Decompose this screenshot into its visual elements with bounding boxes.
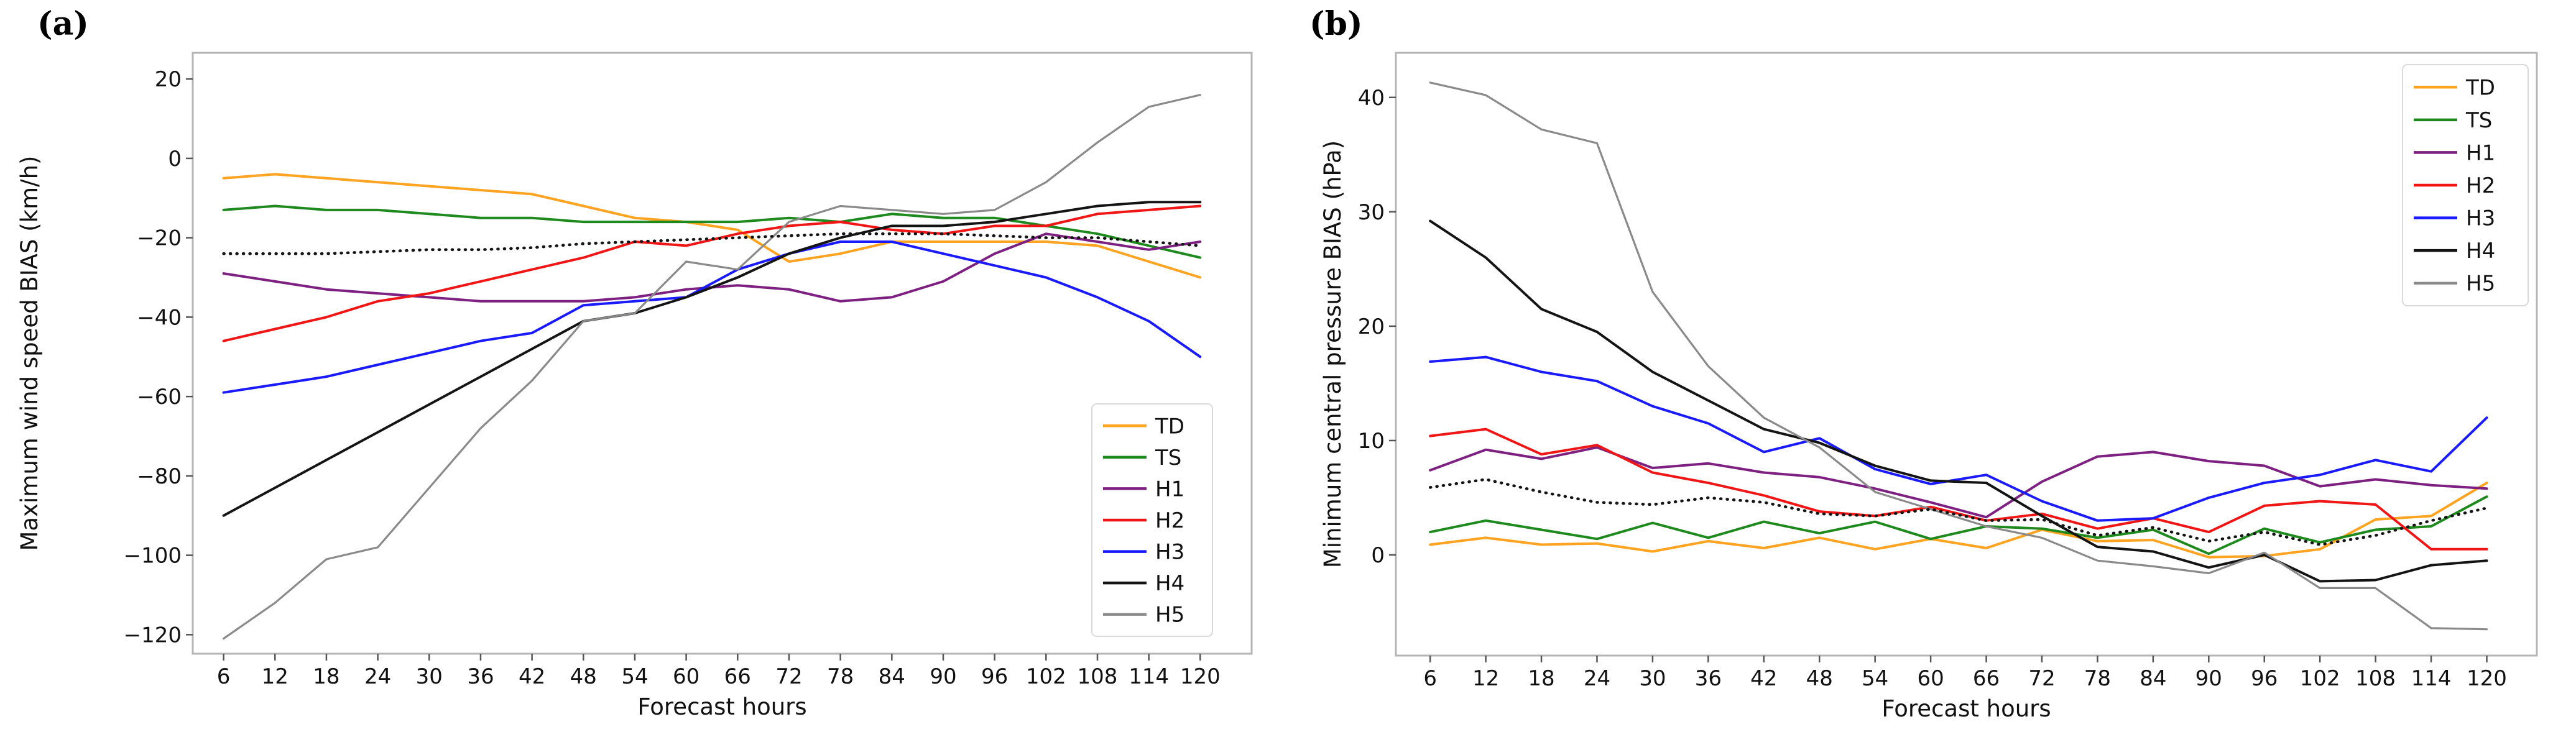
y-axis-label: Minimum central pressure BIAS (hPa) [1319,140,1346,568]
panel-b-label: (b) [1309,5,1363,43]
legend-label-H3: H3 [2466,206,2495,231]
series-line-H4 [1429,219,2488,583]
x-tick-label: 114 [1129,664,1169,689]
y-tick-label: 30 [1358,200,1385,225]
y-tick-label: 0 [168,147,182,172]
panel-a-label: (a) [37,5,89,43]
legend-label-TS: TS [1155,446,1181,470]
x-tick-label: 72 [775,664,802,689]
legend-label-H5: H5 [2466,272,2495,296]
x-tick-label: 30 [1639,666,1666,691]
y-tick-label: 40 [1358,86,1385,111]
x-tick-label: 24 [1584,666,1610,691]
x-tick-label: 36 [1695,666,1722,691]
series-line-H2 [1429,428,2488,551]
x-tick-label: 42 [1750,666,1777,691]
x-tick-label: 90 [2195,666,2222,691]
y-tick-label: 20 [155,67,182,92]
legend-label-H3: H3 [1155,540,1184,565]
legend-box [1091,403,1213,637]
x-tick-label: 60 [673,664,699,689]
series-line-H1 [222,232,1202,303]
x-tick-label: 120 [2467,666,2507,691]
x-tick-label: 12 [262,664,289,689]
legend-label-H4: H4 [2466,239,2495,263]
x-tick-label: 66 [1973,666,2000,691]
x-tick-label: 48 [1806,666,1833,691]
series-line-TS [1429,495,2488,556]
series-line-mean-dotted [222,232,1202,255]
y-tick-label: −120 [124,623,182,647]
legend-label-TD: TD [2465,75,2495,100]
legend-label-H2: H2 [1155,508,1184,533]
x-axis-label: Forecast hours [1881,695,2051,722]
series-line-H3 [222,240,1202,394]
x-tick-label: 42 [519,664,545,689]
series-line-TD [222,173,1202,279]
x-tick-label: 78 [827,664,854,689]
x-tick-label: 36 [467,664,494,689]
y-tick-label: −20 [137,226,182,251]
x-tick-label: 6 [1423,666,1437,691]
x-tick-label: 78 [2084,666,2111,691]
x-tick-label: 84 [2140,666,2166,691]
x-tick-label: 6 [217,664,231,689]
legend-label-H2: H2 [2466,173,2495,198]
series-line-TS [222,204,1202,259]
legend-label-TD: TD [1155,414,1184,439]
plot-frame [1395,52,2538,657]
x-tick-label: 12 [1472,666,1499,691]
legend-label-TS: TS [2465,108,2492,133]
series-line-H4 [222,201,1202,517]
plot-frame [192,52,1253,655]
y-tick-label: 20 [1358,314,1385,339]
x-tick-label: 30 [416,664,443,689]
x-tick-label: 24 [364,664,391,689]
series-line-H5 [1429,81,2488,631]
legend-label-H5: H5 [1155,603,1184,628]
y-tick-label: −60 [137,385,182,409]
x-axis-label: Forecast hours [637,693,806,720]
y-tick-label: −40 [137,305,182,330]
x-tick-label: 120 [1180,664,1221,689]
legend-label-H4: H4 [1155,571,1184,596]
legend-label-H1: H1 [2466,140,2495,165]
x-tick-label: 108 [2355,666,2396,691]
series-line-TD [1429,482,2488,559]
series-line-H5 [223,94,1201,640]
y-tick-label: 0 [1371,543,1385,568]
x-tick-label: 102 [1026,664,1066,689]
series-line-mean-dotted [1428,478,2488,546]
y-tick-label: −100 [124,544,182,569]
legend-box [2402,64,2529,306]
legend-label-H1: H1 [1155,477,1184,501]
x-tick-label: 96 [2251,666,2278,691]
x-tick-label: 72 [2028,666,2055,691]
x-tick-label: 102 [2300,666,2340,691]
series-line-H3 [1429,355,2488,522]
panel-a: 6 12 18 24 30 36 42 48 54 60 66 72 78 84 90 96 102 108 114… [16,52,1253,720]
x-tick-label: 90 [930,664,956,689]
x-tick-label: 66 [724,664,751,689]
x-tick-label: 114 [2411,666,2452,691]
x-tick-label: 54 [1862,666,1888,691]
x-tick-label: 108 [1078,664,1118,689]
y-axis-label: Maximum wind speed BIAS (km/h) [16,156,43,551]
x-tick-label: 84 [879,664,905,689]
x-tick-label: 18 [1528,666,1554,691]
x-tick-label: 54 [621,664,648,689]
x-tick-label: 96 [981,664,1008,689]
y-tick-label: −80 [137,464,182,489]
x-tick-label: 18 [313,664,339,689]
x-tick-label: 60 [1917,666,1944,691]
y-tick-label: 10 [1358,429,1385,454]
panel-b: 6 12 18 24 30 36 42 48 54 60 66 72 78 84 90 96 102 108 114… [1319,52,2538,722]
x-tick-label: 48 [570,664,597,689]
